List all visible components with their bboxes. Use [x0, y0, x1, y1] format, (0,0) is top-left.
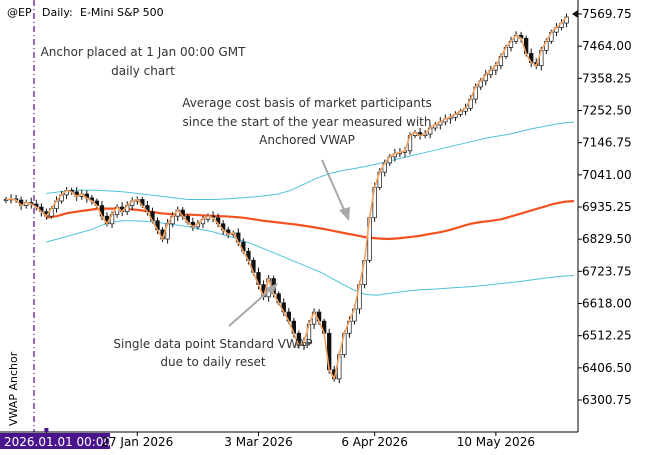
avg-cost-arrow [321, 159, 350, 221]
upper-band-line [46, 121, 575, 200]
price-tick-label: 6829.50 [582, 232, 632, 246]
single-vwap-arrow [228, 283, 278, 327]
time-tick-label: 6 Apr 2026 [341, 435, 408, 449]
anchor-annotation-line2: daily chart [111, 64, 175, 78]
time-tick-label: 3 Mar 2026 [224, 435, 292, 449]
price-tick-label: 7252.50 [582, 104, 632, 118]
close-line [5, 16, 568, 380]
candles [3, 13, 569, 384]
price-tick-label: 6723.75 [582, 264, 632, 278]
anchor-date-label: 2026.01.01 00:00 [4, 435, 111, 449]
anchor-date-badge[interactable] [0, 433, 110, 449]
price-tick-label: 6406.50 [582, 361, 632, 375]
anchor-handle[interactable] [44, 428, 49, 432]
vwap-anchor-label: VWAP Anchor [7, 351, 20, 426]
anchor-annotation-line1: Anchor placed at 1 Jan 00:00 GMT [41, 45, 247, 59]
chart-symbol: @EP [7, 6, 32, 19]
avg-cost-annotation-line3: Anchored VWAP [259, 133, 355, 147]
price-tick-label: 6512.25 [582, 329, 632, 343]
single-vwap-annotation-line2: due to daily reset [160, 355, 266, 369]
anchored-vwap-line [46, 199, 575, 241]
avg-cost-annotation-line2: since the start of the year measured wit… [183, 115, 432, 129]
price-tick-label: 7464.00 [582, 39, 632, 53]
current-price-marker [572, 10, 578, 18]
time-tick-label: 10 May 2026 [457, 435, 535, 449]
price-tick-label: 7358.25 [582, 71, 632, 85]
price-axis[interactable]: 7569.75 7464.00 7358.25 7252.50 7146.75 7041.… [572, 7, 632, 407]
price-tick-label: 7146.75 [582, 136, 632, 150]
chart-instrument: E-Mini S&P 500 [80, 6, 164, 19]
price-tick-label: 7041.00 [582, 168, 632, 182]
avg-cost-annotation-line1: Average cost basis of market participant… [182, 96, 432, 110]
chart-period: Daily: [42, 6, 73, 19]
vwap-lines [46, 121, 575, 296]
price-tick-label: 6935.25 [582, 200, 632, 214]
price-tick-label: 7569.75 [582, 7, 632, 21]
price-tick-label: 6618.00 [582, 297, 632, 311]
lower-band-line [46, 220, 575, 296]
time-tick-label: 27 Jan 2026 [101, 435, 173, 449]
price-tick-label: 6300.75 [582, 393, 632, 407]
single-vwap-annotation-line1: Single data point Standard VWAP [113, 337, 312, 351]
